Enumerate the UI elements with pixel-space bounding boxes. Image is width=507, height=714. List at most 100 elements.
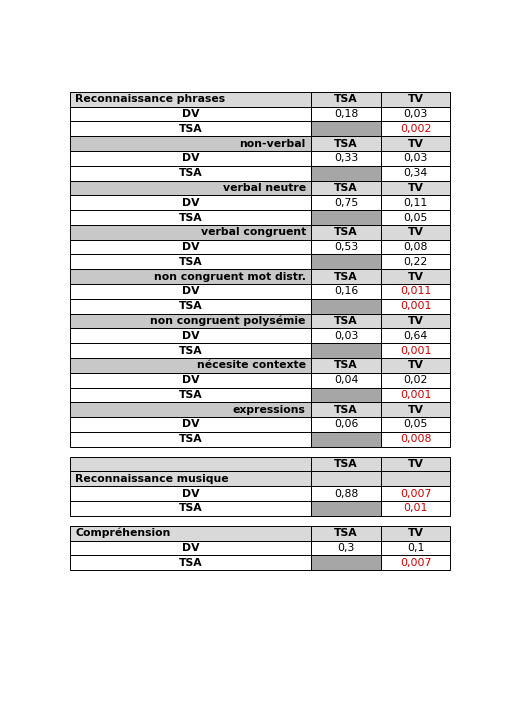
Bar: [381, 299, 450, 313]
Text: 0,01: 0,01: [403, 503, 428, 513]
Text: TSA: TSA: [334, 459, 358, 469]
Bar: [69, 471, 311, 486]
Bar: [69, 151, 311, 166]
Text: verbal congruent: verbal congruent: [201, 227, 306, 237]
Text: TV: TV: [408, 271, 423, 281]
Bar: [69, 92, 311, 106]
Text: TSA: TSA: [178, 124, 202, 134]
Text: TSA: TSA: [178, 390, 202, 400]
Bar: [69, 343, 311, 358]
Bar: [311, 486, 381, 501]
Text: TSA: TSA: [178, 213, 202, 223]
Text: TSA: TSA: [178, 169, 202, 178]
Text: 0,001: 0,001: [400, 390, 431, 400]
Text: TV: TV: [408, 361, 423, 371]
Bar: [381, 181, 450, 196]
Bar: [69, 269, 311, 284]
Text: non congruent mot distr.: non congruent mot distr.: [154, 271, 306, 281]
Bar: [69, 210, 311, 225]
Text: 0,34: 0,34: [404, 169, 427, 178]
Text: TSA: TSA: [334, 183, 358, 193]
Bar: [69, 417, 311, 432]
Bar: [381, 196, 450, 210]
Text: 0,002: 0,002: [400, 124, 431, 134]
Bar: [311, 284, 381, 299]
Text: Reconnaissance phrases: Reconnaissance phrases: [75, 94, 225, 104]
Text: DV: DV: [182, 286, 199, 296]
Bar: [69, 181, 311, 196]
Bar: [381, 526, 450, 540]
Bar: [69, 196, 311, 210]
Text: DV: DV: [182, 331, 199, 341]
Bar: [381, 210, 450, 225]
Text: 0,007: 0,007: [400, 488, 431, 498]
Bar: [311, 210, 381, 225]
Bar: [381, 269, 450, 284]
Bar: [69, 254, 311, 269]
Bar: [381, 254, 450, 269]
Bar: [381, 225, 450, 240]
Bar: [381, 388, 450, 402]
Bar: [69, 432, 311, 447]
Bar: [69, 540, 311, 555]
Text: 0,04: 0,04: [334, 375, 358, 385]
Bar: [381, 343, 450, 358]
Text: TV: TV: [408, 183, 423, 193]
Bar: [381, 555, 450, 570]
Bar: [311, 540, 381, 555]
Text: 0,22: 0,22: [404, 257, 427, 267]
Bar: [381, 240, 450, 254]
Text: TV: TV: [408, 405, 423, 415]
Text: DV: DV: [182, 420, 199, 430]
Text: 0,16: 0,16: [334, 286, 358, 296]
Text: non-verbal: non-verbal: [239, 139, 306, 149]
Bar: [69, 555, 311, 570]
Bar: [69, 106, 311, 121]
Text: 0,18: 0,18: [334, 109, 358, 119]
Bar: [311, 225, 381, 240]
Text: nécesite contexte: nécesite contexte: [197, 361, 306, 371]
Text: 0,03: 0,03: [334, 331, 358, 341]
Text: TSA: TSA: [334, 361, 358, 371]
Text: 0,03: 0,03: [403, 154, 428, 164]
Text: Compréhension: Compréhension: [75, 528, 170, 538]
Text: 0,05: 0,05: [403, 213, 428, 223]
Bar: [69, 526, 311, 540]
Bar: [69, 457, 311, 471]
Bar: [381, 121, 450, 136]
Bar: [381, 486, 450, 501]
Bar: [381, 358, 450, 373]
Bar: [311, 196, 381, 210]
Bar: [381, 92, 450, 106]
Text: 0,88: 0,88: [334, 488, 358, 498]
Text: 0,06: 0,06: [334, 420, 358, 430]
Text: TSA: TSA: [178, 558, 202, 568]
Text: DV: DV: [182, 543, 199, 553]
Bar: [69, 166, 311, 181]
Bar: [69, 240, 311, 254]
Bar: [381, 402, 450, 417]
Bar: [69, 501, 311, 516]
Text: TSA: TSA: [334, 271, 358, 281]
Text: DV: DV: [182, 198, 199, 208]
Text: 0,02: 0,02: [403, 375, 428, 385]
Bar: [69, 388, 311, 402]
Text: TSA: TSA: [178, 346, 202, 356]
Bar: [311, 136, 381, 151]
Text: TV: TV: [408, 316, 423, 326]
Text: 0,3: 0,3: [337, 543, 355, 553]
Bar: [311, 526, 381, 540]
Text: 0,75: 0,75: [334, 198, 358, 208]
Bar: [381, 540, 450, 555]
Bar: [381, 471, 450, 486]
Text: 0,08: 0,08: [403, 242, 428, 252]
Text: Reconnaissance musique: Reconnaissance musique: [75, 474, 229, 484]
Text: TSA: TSA: [178, 434, 202, 444]
Bar: [311, 388, 381, 402]
Text: 0,11: 0,11: [404, 198, 427, 208]
Bar: [381, 166, 450, 181]
Text: TSA: TSA: [334, 94, 358, 104]
Text: 0,001: 0,001: [400, 346, 431, 356]
Bar: [69, 299, 311, 313]
Bar: [381, 432, 450, 447]
